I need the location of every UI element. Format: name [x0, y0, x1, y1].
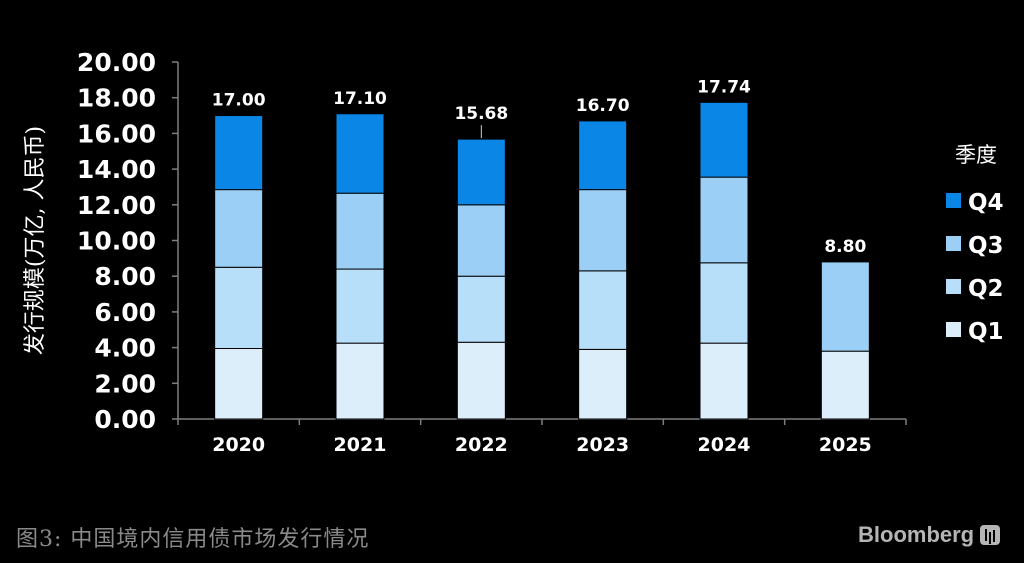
- bar-q3-2024: [699, 176, 749, 264]
- axes: 0.00 2.00 4.00 6.00 8.00 10.00 12.00 14.00 16.00…: [23, 48, 907, 434]
- y-tick-label: 12.00: [77, 191, 156, 220]
- bar-q1-2023: [578, 348, 628, 420]
- bar-q1-2021: [335, 342, 385, 420]
- bar-q2-2024: [699, 262, 749, 344]
- bar-q2-2022: [456, 275, 506, 343]
- total-label: 17.74: [697, 77, 751, 97]
- total-label: 17.00: [212, 91, 266, 111]
- bar-q2-2021: [335, 268, 385, 344]
- y-axis-label: 发行规模(万亿, 人民币): [23, 126, 48, 355]
- bars: [214, 101, 870, 420]
- legend-swatch-q1: [946, 322, 961, 337]
- x-tick-label: 2020: [212, 434, 265, 456]
- bar-q4-2020: [214, 115, 264, 191]
- bar-q2-2023: [578, 270, 628, 350]
- legend-swatch-q2: [946, 279, 961, 294]
- legend-swatch-q4: [946, 193, 961, 208]
- x-tick-label: 2021: [334, 434, 387, 456]
- x-tick-label: 2022: [455, 434, 508, 456]
- bar-q1-2020: [214, 347, 264, 420]
- bar-q1-2025: [820, 350, 870, 420]
- legend-label-q4: Q4: [968, 190, 1004, 216]
- total-label: 15.68: [454, 104, 508, 124]
- y-tick-label: 4.00: [94, 334, 156, 363]
- bar-q3-2025: [820, 261, 870, 352]
- total-label: 8.80: [824, 237, 866, 257]
- legend-swatch-q3: [946, 236, 961, 251]
- bar-q3-2022: [456, 204, 506, 277]
- bloomberg-chart-icon: [980, 525, 1001, 545]
- y-tick-label: 8.00: [94, 262, 156, 291]
- bar-q4-2024: [699, 101, 749, 178]
- brand-name: Bloomberg: [858, 522, 975, 547]
- bar-q3-2020: [214, 189, 264, 268]
- legend-label-q2: Q2: [968, 276, 1004, 302]
- labels: 2020 17.00 2021 17.10 2022 15.68 2023 16.70 2024…: [212, 77, 872, 456]
- legend-label-q1: Q1: [968, 319, 1004, 345]
- bloomberg-logo: Bloomberg: [858, 522, 1001, 548]
- bar-q1-2024: [699, 342, 749, 420]
- total-label: 17.10: [333, 89, 387, 109]
- legend-title: 季度: [955, 143, 997, 167]
- bar-q3-2021: [335, 192, 385, 270]
- y-tick-label: 16.00: [77, 119, 156, 148]
- total-label: 16.70: [576, 96, 630, 116]
- bar-q1-2022: [456, 341, 506, 420]
- x-tick-label: 2023: [576, 434, 629, 456]
- figure-caption: 图3: 中国境内信用债市场发行情况: [16, 527, 370, 552]
- y-tick-label: 10.00: [77, 227, 156, 256]
- y-tick-label: 14.00: [77, 155, 156, 184]
- x-tick-label: 2025: [819, 434, 872, 456]
- bar-q4-2021: [335, 113, 385, 194]
- legend-label-q3: Q3: [968, 233, 1004, 259]
- y-tick-label: 18.00: [77, 84, 156, 113]
- y-tick-label: 20.00: [77, 48, 156, 77]
- y-tick-label: 2.00: [94, 369, 156, 398]
- x-tick-label: 2024: [698, 434, 751, 456]
- bar-q2-2020: [214, 266, 264, 349]
- bar-q4-2022: [456, 138, 506, 206]
- bar-q3-2023: [578, 189, 628, 272]
- bar-q4-2023: [578, 120, 628, 191]
- y-tick-label: 0.00: [94, 405, 156, 434]
- legend: 季度 Q4 Q3 Q2 Q1: [946, 143, 1004, 345]
- y-tick-label: 6.00: [94, 298, 156, 327]
